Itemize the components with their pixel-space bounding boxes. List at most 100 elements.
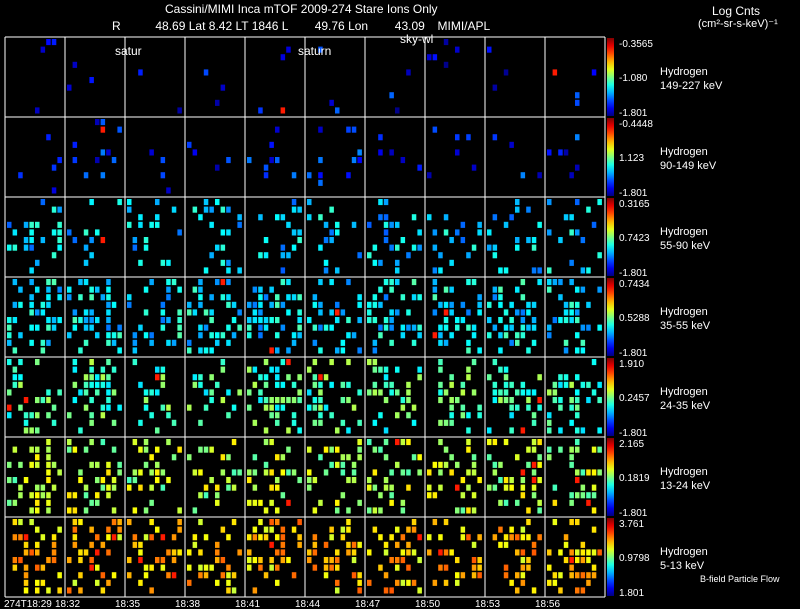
heatmap-pixel	[367, 317, 372, 324]
heatmap-pixel	[275, 126, 280, 133]
heatmap-pixel	[106, 461, 111, 468]
heatmap-pixel	[35, 286, 40, 293]
heatmap-pixel	[51, 187, 57, 194]
heatmap-pixel	[117, 519, 122, 526]
heatmap-pixel	[160, 374, 166, 381]
heatmap-pixel	[580, 267, 586, 274]
heatmap-pixel	[351, 557, 357, 564]
heatmap-pixel	[117, 126, 122, 133]
heatmap-pixel	[280, 526, 286, 533]
colorbar-mid-label: 1.123	[619, 153, 644, 164]
heatmap-pixel	[258, 317, 263, 324]
heatmap-pixel	[83, 324, 89, 331]
heatmap-pixel	[100, 412, 106, 419]
heatmap-pixel	[226, 294, 231, 301]
heatmap-pixel	[389, 279, 394, 286]
heatmap-pixel	[466, 134, 471, 141]
heatmap-pixel	[389, 469, 394, 476]
x-tick-label: 18:32	[55, 599, 80, 609]
heatmap-pixel	[372, 419, 378, 426]
heatmap-pixel	[67, 294, 72, 301]
heatmap-pixel	[498, 267, 503, 274]
heatmap-pixel	[335, 267, 340, 274]
heatmap-pixel	[586, 267, 591, 274]
heatmap-pixel	[460, 237, 466, 244]
heatmap-pixel	[395, 107, 400, 114]
heatmap-pixel	[515, 199, 520, 206]
heatmap-pixel	[143, 397, 149, 404]
heatmap-pixel	[263, 507, 269, 514]
heatmap-pixel	[520, 534, 526, 541]
heatmap-pixel	[492, 469, 498, 476]
heatmap-pixel	[291, 172, 297, 179]
heatmap-pixel	[492, 214, 498, 221]
heatmap-pixel	[477, 309, 482, 316]
heatmap-pixel	[275, 294, 280, 301]
heatmap-pixel	[231, 404, 237, 411]
heatmap-pixel	[335, 301, 340, 308]
heatmap-pixel	[57, 317, 62, 324]
heatmap-pixel	[395, 259, 400, 266]
heatmap-pixel	[291, 294, 297, 301]
heatmap-pixel	[427, 469, 432, 476]
heatmap-pixel	[280, 252, 286, 259]
heatmap-pixel	[89, 461, 94, 468]
heatmap-pixel	[280, 267, 286, 274]
heatmap-pixel	[275, 579, 280, 586]
heatmap-pixel	[466, 324, 471, 331]
heatmap-pixel	[395, 439, 400, 446]
heatmap-pixel	[503, 366, 509, 373]
heatmap-pixel	[72, 397, 78, 404]
heatmap-pixel	[192, 541, 198, 548]
heatmap-pixel	[29, 412, 34, 419]
heatmap-pixel	[297, 317, 302, 324]
heatmap-pixel	[132, 507, 138, 514]
heatmap-pixel	[166, 572, 171, 579]
heatmap-pixel	[51, 549, 57, 556]
heatmap-pixel	[389, 484, 394, 491]
heatmap-pixel	[580, 541, 586, 548]
heatmap-pixel	[307, 549, 312, 556]
heatmap-pixel	[318, 179, 323, 186]
heatmap-pixel	[395, 412, 400, 419]
heatmap-pixel	[138, 549, 143, 556]
heatmap-pixel	[449, 397, 454, 404]
heatmap-pixel	[318, 324, 323, 331]
heatmap-pixel	[29, 294, 34, 301]
heatmap-pixel	[406, 484, 411, 491]
heatmap-pixel	[586, 206, 591, 213]
heatmap-pixel	[263, 237, 269, 244]
heatmap-pixel	[237, 469, 242, 476]
heatmap-pixel	[498, 477, 503, 484]
heatmap-pixel	[226, 389, 231, 396]
heatmap-pixel	[378, 214, 383, 221]
heatmap-pixel	[187, 339, 192, 346]
heatmap-pixel	[449, 309, 454, 316]
heatmap-pixel	[160, 557, 166, 564]
heatmap-pixel	[263, 374, 269, 381]
heatmap-pixel	[29, 427, 34, 434]
heatmap-pixel	[226, 229, 231, 236]
heatmap-pixel	[357, 252, 362, 259]
heatmap-pixel	[558, 572, 563, 579]
heatmap-pixel	[547, 564, 552, 571]
heatmap-pixel	[231, 519, 237, 526]
heatmap-pixel	[411, 244, 417, 251]
heatmap-pixel	[106, 279, 111, 286]
heatmap-pixel	[526, 461, 531, 468]
colorbar	[607, 278, 614, 356]
heatmap-pixel	[340, 381, 346, 388]
heatmap-pixel	[83, 549, 89, 556]
heatmap-pixel	[177, 549, 182, 556]
heatmap-pixel	[503, 572, 509, 579]
heatmap-pixel	[286, 499, 291, 506]
heatmap-pixel	[575, 134, 580, 141]
heatmap-pixel	[252, 534, 258, 541]
heatmap-pixel	[198, 549, 203, 556]
heatmap-pixel	[275, 332, 280, 339]
heatmap-pixel	[89, 526, 94, 533]
heatmap-pixel	[400, 324, 406, 331]
heatmap-pixel	[269, 366, 274, 373]
heatmap-pixel	[580, 549, 586, 556]
heatmap-pixel	[269, 439, 274, 446]
